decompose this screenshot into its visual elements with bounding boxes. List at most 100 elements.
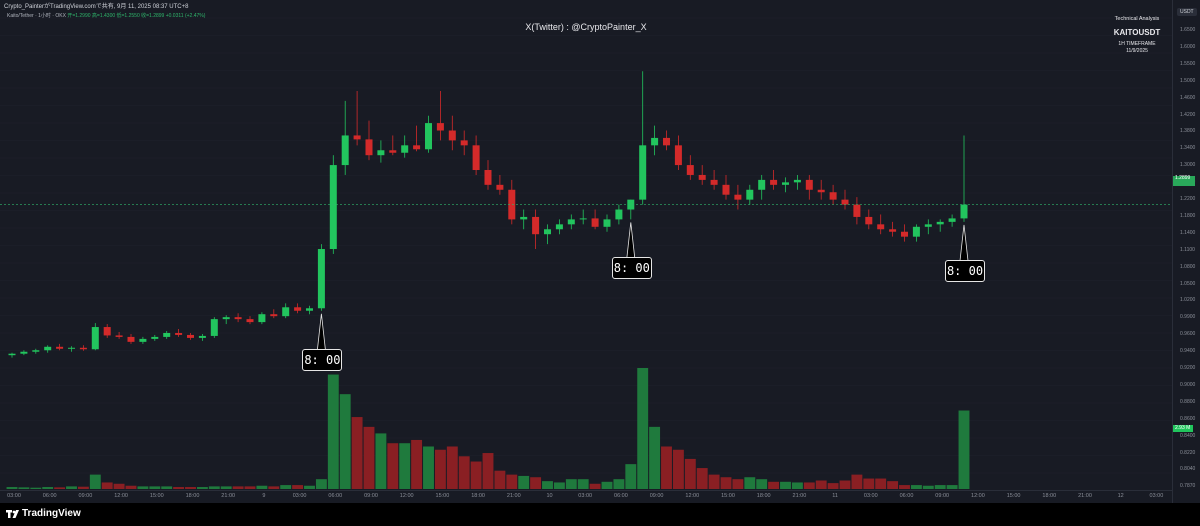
volume-bar <box>470 461 482 489</box>
volume-bar <box>553 482 565 489</box>
time-label: 06:00 <box>42 493 57 499</box>
candle-body <box>615 209 623 220</box>
candle-body <box>627 199 635 210</box>
candle-body <box>508 189 516 220</box>
candle-body <box>198 335 206 338</box>
time-label: 06:00 <box>899 493 914 499</box>
volume-bar <box>744 477 756 489</box>
candle-body <box>901 231 908 237</box>
symbol-name[interactable]: Kaito/Tether · 1小时 · OKX <box>7 13 66 19</box>
info-timeframe: 1H TIMEFRAME <box>1118 41 1156 47</box>
time-label: 12:00 <box>685 493 700 499</box>
time-label: 12:00 <box>114 493 128 499</box>
price-label: 0.9000 <box>1180 381 1196 388</box>
candle-body <box>948 218 956 222</box>
candle-body <box>544 229 551 235</box>
time-label: 15:00 <box>149 493 164 499</box>
chart-area[interactable]: Crypto_PainterがTradingView.comで共有, 9月 11… <box>0 0 1200 503</box>
volume-bar <box>934 485 946 489</box>
candle-body <box>222 317 230 320</box>
volume-bar <box>458 456 470 489</box>
volume-bar <box>256 485 268 489</box>
time-label: 09:00 <box>78 493 93 499</box>
volume-bar <box>684 458 696 489</box>
time-callout: 8: 00 <box>611 257 652 280</box>
volume-bar <box>387 443 399 489</box>
time-label: 10 <box>546 493 553 499</box>
volume-bar <box>54 487 66 489</box>
candle-body <box>270 314 278 317</box>
volume-bar <box>399 443 411 489</box>
time-label: 15:00 <box>435 493 450 499</box>
price-label: 1.0200 <box>1180 297 1196 304</box>
volume-bar <box>315 479 327 489</box>
volume-bar <box>423 446 434 489</box>
candle-body <box>829 192 837 200</box>
volume-bar <box>887 481 899 489</box>
ohlc-values: 开=1.2990 高=1.4300 低=1.2550 收=1.2899 +0.0… <box>67 13 206 19</box>
info-box: Technical Analysis KAITOUSDT 1H TIMEFRAM… <box>1105 16 1169 54</box>
candle-body <box>496 184 504 190</box>
volume-bar <box>863 478 875 489</box>
volume-bar <box>482 453 494 489</box>
candle-body <box>44 346 52 351</box>
candle-body <box>32 350 40 352</box>
volume-bar <box>613 479 625 489</box>
volume-bar <box>899 485 910 489</box>
tradingview-logo-icon <box>6 510 19 518</box>
volume-bar <box>577 479 589 489</box>
chart-title: X(Twitter) : @CryptoPainter_X <box>525 22 647 32</box>
volume-bar <box>815 480 827 489</box>
footer-bar: TradingView <box>0 503 1200 526</box>
volume-bar <box>351 417 363 489</box>
candle-body <box>448 130 456 141</box>
volume-bar <box>292 485 304 489</box>
time-label: 18:00 <box>756 493 771 499</box>
volume-bar <box>137 486 149 489</box>
volume-bar <box>30 487 42 489</box>
price-label: 0.8800 <box>1180 398 1196 405</box>
volume-bar <box>113 483 125 489</box>
volume-bar <box>958 410 970 489</box>
price-label: 1.4600 <box>1180 94 1196 101</box>
currency-button[interactable]: USDT <box>1177 8 1197 16</box>
candle-body <box>793 179 801 183</box>
volume-bar <box>696 468 708 489</box>
symbol-legend: Kaito/Tether · 1小时 · OKX 开=1.2990 高=1.43… <box>7 12 205 19</box>
price-label: 0.9200 <box>1180 365 1196 371</box>
volume-bar <box>42 487 54 489</box>
price-label: 1.5000 <box>1180 77 1196 84</box>
volume-bar <box>672 449 684 489</box>
price-label: 1.6000 <box>1180 43 1196 50</box>
candle-body <box>889 229 897 232</box>
candle-body <box>163 332 171 337</box>
price-label: 0.9600 <box>1180 331 1196 338</box>
volume-bar <box>542 481 553 489</box>
volume-bar <box>768 481 780 489</box>
price-label: 1.6500 <box>1180 27 1196 33</box>
time-axis[interactable]: 03:00 06:00 09:00 12:00 15:00 18:00 21:00 9 03:0… <box>0 490 1172 503</box>
time-label: 12:00 <box>971 493 985 499</box>
volume-bar <box>363 426 375 489</box>
candle-body <box>413 145 421 150</box>
time-label: 18:00 <box>1042 493 1057 499</box>
volume-bar <box>220 486 232 489</box>
candlestick-chart[interactable] <box>0 0 1172 490</box>
candle-body <box>127 336 135 342</box>
time-label: 18:00 <box>471 493 485 499</box>
price-label: 1.0500 <box>1180 280 1196 287</box>
candle-body <box>853 204 861 217</box>
candle-body <box>139 338 147 342</box>
price-scale[interactable]: USDT 1.6500 1.6000 1.5500 1.5000 1.4600 1.420… <box>1172 0 1200 503</box>
candle-body <box>591 218 599 227</box>
volume-bar <box>244 486 256 489</box>
tradingview-brand: TradingView <box>22 508 81 519</box>
time-label: 11 <box>832 493 838 499</box>
candle-body <box>567 219 575 225</box>
candle-body <box>639 145 647 200</box>
volume-tag: 2.93 M <box>1173 425 1193 432</box>
time-label: 09:00 <box>649 493 664 499</box>
time-label: 03:00 <box>1149 493 1164 499</box>
candle-body <box>960 204 968 219</box>
